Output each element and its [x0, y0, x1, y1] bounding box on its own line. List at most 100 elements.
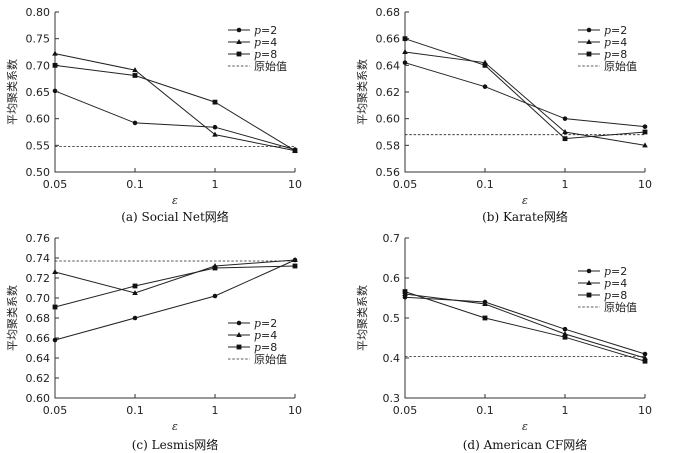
data-point	[402, 36, 408, 42]
series-0	[52, 88, 298, 152]
data-point	[482, 301, 488, 306]
series-2	[52, 62, 298, 154]
y-tick-label: 0.62	[26, 372, 51, 385]
legend-marker	[586, 27, 592, 33]
x-tick-label: 0.1	[476, 178, 494, 191]
legend-entry: p=2	[604, 24, 627, 37]
series-line	[54, 265, 296, 308]
data-point	[212, 99, 218, 105]
y-tick-label: 0.60	[26, 113, 51, 126]
legend-entry: p=2	[604, 265, 627, 278]
y-tick-label: 0.60	[376, 113, 401, 126]
series-line	[404, 296, 646, 355]
legend-entry: p=8	[254, 48, 277, 61]
legend-entry-reference: 原始值	[604, 59, 637, 73]
series-line	[404, 51, 646, 146]
legend-entry: p=8	[604, 289, 627, 302]
chart-svg-d: 0.3 0.4 0.5 0.6 0.7 0.05 0.1 1 10 平均聚类系数 ε p=2p=4p=…	[355, 232, 652, 433]
x-tick-label: 0.05	[393, 178, 418, 191]
series-1	[52, 257, 298, 295]
y-axis-label: 平均聚类系数	[355, 285, 369, 351]
legend-entry-reference: 原始值	[604, 300, 637, 314]
legend-entry: p=8	[254, 341, 277, 354]
y-tick-label: 0.72	[26, 272, 51, 285]
series-line	[54, 53, 296, 152]
chart-svg-c: 0.60 0.62 0.64 0.66 0.68 0.70 0.72 0.74 0.76 0.05…	[5, 232, 302, 433]
y-tick-label: 0.50	[26, 166, 51, 179]
legend-marker	[236, 332, 242, 337]
legend-marker	[586, 280, 592, 285]
legend-marker	[236, 51, 242, 57]
series-0	[52, 257, 298, 343]
y-tick-label: 0.64	[376, 59, 401, 72]
x-tick-label: 10	[638, 404, 652, 417]
y-tick-label: 0.3	[383, 392, 401, 405]
chart-svg-b: 0.56 0.58 0.60 0.62 0.64 0.66 0.68 0.05 0.1 1 10 平均…	[355, 6, 652, 207]
y-tick-label: 0.65	[26, 86, 51, 99]
data-point	[212, 124, 218, 130]
axis-frame	[404, 238, 645, 399]
data-point	[52, 50, 58, 56]
legend-entry: p=4	[604, 36, 627, 49]
data-point	[292, 148, 298, 154]
data-point	[402, 49, 408, 54]
data-point	[52, 62, 58, 68]
data-point	[482, 84, 488, 89]
series-1	[402, 49, 648, 148]
legend-marker	[236, 344, 242, 350]
y-tick-label: 0.66	[376, 33, 401, 46]
chart-svg-a: 0.50 0.55 0.60 0.65 0.70 0.75 0.80 0.05 0.1 1 10 平均…	[5, 6, 302, 207]
data-point	[292, 263, 298, 269]
y-tick-label: 0.5	[383, 312, 401, 325]
x-tick-label: 1	[212, 404, 219, 417]
data-point	[402, 60, 408, 65]
y-tick-label: 0.70	[26, 292, 51, 305]
y-tick-label: 0.75	[26, 33, 51, 46]
chart-panel-b: 0.56 0.58 0.60 0.62 0.64 0.66 0.68 0.05 0.1 1 10 平均…	[350, 0, 700, 225]
y-axis-label: 平均聚类系数	[5, 285, 19, 351]
series-2	[402, 36, 648, 142]
data-point	[562, 116, 568, 121]
data-point	[212, 293, 218, 299]
legend-marker	[586, 268, 592, 274]
data-point	[132, 73, 138, 78]
y-tick-label: 0.55	[26, 139, 51, 152]
x-tick-label: 0.05	[43, 404, 68, 417]
data-point	[52, 337, 58, 343]
x-tick-label: 1	[212, 178, 219, 191]
x-tick-label: 10	[288, 178, 302, 191]
x-axis-label: ε	[172, 420, 178, 433]
legend-marker	[236, 27, 242, 33]
y-tick-label: 0.58	[376, 139, 401, 152]
chart-caption-a: (a) Social Net网络	[121, 210, 229, 224]
series-line	[54, 259, 296, 294]
data-point	[52, 269, 58, 274]
chart-panel-d: 0.3 0.4 0.5 0.6 0.7 0.05 0.1 1 10 平均聚类系数 ε p=2 p=4 p=…	[350, 226, 700, 452]
y-tick-label: 0.60	[26, 392, 51, 405]
y-tick-label: 0.68	[376, 6, 401, 19]
y-tick-label: 0.80	[26, 6, 51, 19]
x-tick-label: 1	[562, 404, 569, 417]
chart-caption-c: (c) Lesmis网络	[131, 438, 219, 452]
x-tick-label: 1	[562, 178, 569, 191]
legend-entry: p=4	[254, 329, 277, 342]
data-point	[402, 294, 408, 300]
chart-caption-d: (d) American CF网络	[462, 438, 588, 452]
x-tick-label: 0.1	[126, 404, 144, 417]
y-tick-label: 0.74	[26, 252, 51, 265]
data-point	[642, 351, 648, 357]
legend-marker	[586, 51, 592, 57]
data-point	[642, 142, 648, 148]
data-point	[642, 129, 648, 135]
y-tick-label: 0.70	[26, 59, 51, 72]
series-line	[54, 90, 296, 151]
data-point	[482, 62, 488, 68]
data-point	[132, 283, 138, 289]
x-tick-label: 10	[638, 178, 652, 191]
legend-marker	[236, 39, 242, 44]
data-point	[132, 290, 138, 295]
